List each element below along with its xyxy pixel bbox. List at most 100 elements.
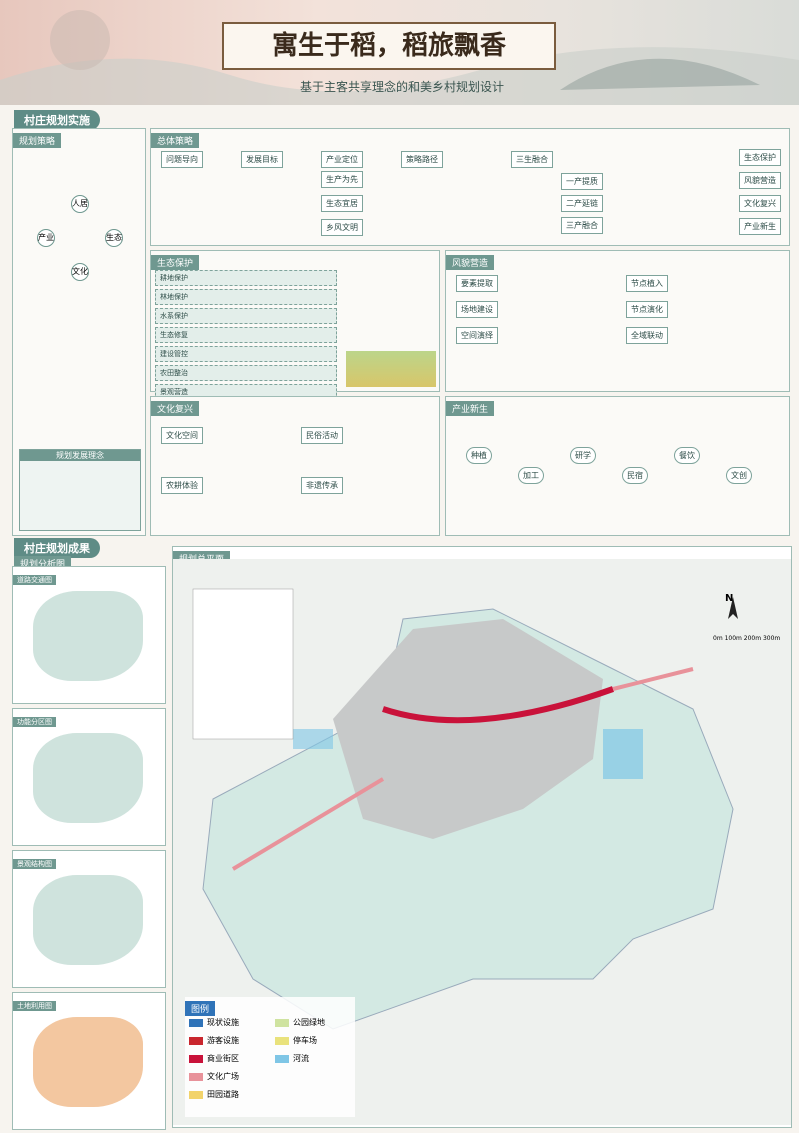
legend-label: 公园绿地 [293,1018,325,1027]
map-title: 功能分区图 [13,717,56,727]
industry-node: 加工 [518,467,544,484]
legend-swatch [189,1090,203,1099]
map-image [33,733,143,823]
legend-item: 停车场 [275,1035,317,1046]
industry-panel: 产业新生 种植 加工 研学 民宿 餐饮 文创 [445,396,790,536]
legend-swatch [275,1036,289,1045]
path-item: 三产融合 [561,217,603,234]
path-item: 三生融合 [511,151,553,168]
column-header: 问题导向 [161,151,203,168]
ecology-row: 建设管控 [155,346,337,362]
analysis-map: 功能分区图 [12,708,166,846]
legend-item: 商业街区 [189,1053,239,1064]
column-header: 策略路径 [401,151,443,168]
industry-node: 文创 [726,467,752,484]
legend-item: 游客设施 [189,1035,239,1046]
plan-panel: 规划总平面 N 0m 100m 200m 300m 图例 现状设施游客设施商业街… [172,546,792,1128]
map-image [33,591,143,681]
subtitle: 基于主客共享理念的和美乡村规划设计 [300,80,505,94]
concept-box: 规划发展理念 [19,449,141,531]
legend-label: 现状设施 [207,1018,239,1027]
path-item: 一产提质 [561,173,603,190]
title: 寓生于稻，稻旅飘香 [222,22,556,70]
legend: 图例 现状设施游客设施商业街区文化广场田园道路 公园绿地停车场河流 [185,997,355,1117]
strategy-node: 产业 [37,229,55,247]
legend-item: 河流 [275,1053,309,1064]
industry-node: 种植 [466,447,492,464]
legend-swatch [189,1054,203,1063]
analysis-map: 土地利用图 [12,992,166,1130]
legend-label: 商业街区 [207,1054,239,1063]
section-title: 村庄规划成果 [14,538,100,558]
culture-panel: 文化复兴 文化空间 民俗活动农耕体验 非遗传承 [150,396,440,536]
legend-item: 文化广场 [189,1071,239,1082]
box-title: 规划发展理念 [20,450,140,461]
legend-label: 田园道路 [207,1090,239,1099]
culture-item: 非遗传承 [301,477,343,494]
master-plan [173,559,791,1125]
panel-title: 生态保护 [151,255,200,270]
industry-diagram: 种植 加工 研学 民宿 餐饮 文创 [446,397,789,535]
strategy-node: 文化 [71,263,89,281]
industry-node: 餐饮 [674,447,700,464]
legend-label: 停车场 [293,1036,317,1045]
goal: 乡风文明 [321,219,363,236]
strategy-diagram: 生态 文化 产业 人居 [13,149,145,449]
legend-swatch [189,1036,203,1045]
culture-diagram: 文化空间 民俗活动农耕体验 非遗传承 [151,397,439,535]
culture-item: 农耕体验 [161,477,203,494]
landscape-step: 空间演绎 [456,327,498,344]
column-header: 发展目标 [241,151,283,168]
header: 寓生于稻，稻旅飘香 基于主客共享理念的和美乡村规划设计 [0,0,799,105]
overall-diagram: 问题导向 发展目标 产业定位 策略路径生产为先生态宜居乡风文明 三生融合 一产提质二产延链… [151,129,789,245]
ecology-row: 耕地保护 [155,270,337,286]
industry-node: 民宿 [622,467,648,484]
legend-swatch [275,1054,289,1063]
field-photo [346,351,436,387]
legend-label: 河流 [293,1054,309,1063]
legend-title: 图例 [185,1001,216,1016]
ecology-panel: 生态保护 耕地保护 林地保护 水系保护 生态修复 建设管控 农田整治 景观营造 [150,250,440,400]
landscape-step: 全域联动 [626,327,668,344]
landscape-panel: 风貌营造 要素提取场地建设空间演绎 节点植入节点演化全域联动 [445,250,790,392]
analysis-map: 道路交通图 [12,566,166,704]
north-arrow: N [725,593,734,604]
scale-bar: 0m 100m 200m 300m [713,635,781,642]
legend-swatch [189,1018,203,1027]
panel-title: 规划策略 [13,133,62,148]
path-item: 二产延链 [561,195,603,212]
legend-label: 文化广场 [207,1072,239,1081]
ecology-row: 生态修复 [155,327,337,343]
landscape-step: 节点植入 [626,275,668,292]
outcome: 生态保护 [739,149,781,166]
strategy-node: 人居 [71,195,89,213]
analysis-map: 景观结构图 [12,850,166,988]
ecology-row: 林地保护 [155,289,337,305]
legend-swatch [275,1018,289,1027]
strategy-panel: 规划策略 生态 文化 产业 人居 规划发展理念 [12,128,146,536]
column-header: 产业定位 [321,151,363,168]
panel-title: 产业新生 [446,401,495,416]
landscape-step: 要素提取 [456,275,498,292]
landscape-step: 场地建设 [456,301,498,318]
outcome: 产业新生 [739,218,781,235]
outcome: 风貌营造 [739,172,781,189]
ecology-rows: 耕地保护 林地保护 水系保护 生态修复 建设管控 农田整治 景观营造 [151,267,341,403]
landscape-step: 节点演化 [626,301,668,318]
culture-item: 文化空间 [161,427,203,444]
analysis-maps: 道路交通图功能分区图景观结构图土地利用图 [12,566,166,1130]
goal: 生产为先 [321,171,363,188]
goal: 生态宜居 [321,195,363,212]
panel-title: 文化复兴 [151,401,200,416]
landscape-diagram: 要素提取场地建设空间演绎 节点植入节点演化全域联动 [446,251,789,391]
panel-title: 风貌营造 [446,255,495,270]
legend-item: 公园绿地 [275,1017,325,1028]
ecology-row: 水系保护 [155,308,337,324]
culture-item: 民俗活动 [301,427,343,444]
legend-label: 游客设施 [207,1036,239,1045]
map-image [33,1017,143,1107]
legend-swatch [189,1072,203,1081]
map-title: 景观结构图 [13,859,56,869]
section-title: 村庄规划实施 [14,110,100,130]
